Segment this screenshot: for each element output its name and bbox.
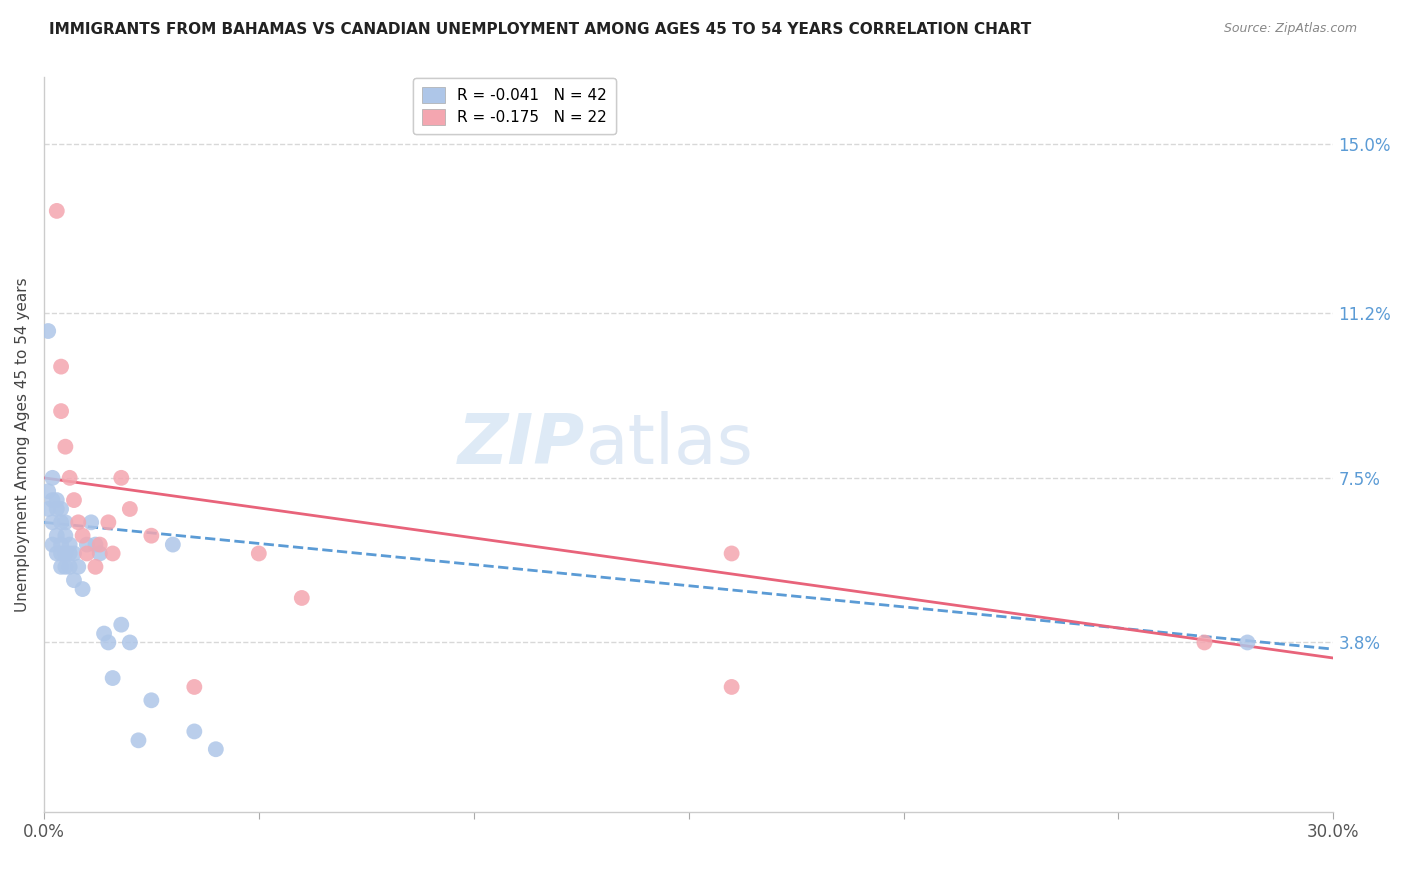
Point [49, 359, 72, 374]
Point [101, 671, 124, 685]
Point [89, 538, 111, 552]
Point [247, 546, 270, 560]
Point [63, 573, 86, 587]
Text: ZIP: ZIP [458, 411, 585, 478]
Point [45, 546, 67, 560]
Point [45, 203, 67, 218]
Point [41, 471, 63, 485]
Point [84, 538, 107, 552]
Point [55, 440, 77, 454]
Point [63, 493, 86, 508]
Point [291, 591, 314, 605]
Point [76, 538, 98, 552]
Point [67, 516, 90, 530]
Point [55, 516, 77, 530]
Point [59, 471, 82, 485]
Point [720, 546, 742, 560]
Point [49, 559, 72, 574]
Point [127, 733, 149, 747]
Point [37, 324, 59, 338]
Point [205, 742, 228, 756]
Point [49, 546, 72, 560]
Point [63, 546, 86, 560]
Point [162, 538, 184, 552]
Point [720, 680, 742, 694]
Point [49, 538, 72, 552]
Point [55, 529, 77, 543]
Text: IMMIGRANTS FROM BAHAMAS VS CANADIAN UNEMPLOYMENT AMONG AGES 45 TO 54 YEARS CORRE: IMMIGRANTS FROM BAHAMAS VS CANADIAN UNEM… [49, 22, 1032, 37]
Point [59, 546, 82, 560]
Point [101, 546, 124, 560]
Point [84, 559, 107, 574]
Point [49, 516, 72, 530]
Text: atlas: atlas [585, 411, 754, 478]
Point [183, 724, 205, 739]
Point [141, 529, 163, 543]
Point [97, 635, 120, 649]
Point [55, 559, 77, 574]
Point [89, 546, 111, 560]
Point [67, 559, 90, 574]
Point [183, 680, 205, 694]
Point [118, 635, 141, 649]
Point [72, 582, 94, 596]
Point [118, 502, 141, 516]
Point [49, 502, 72, 516]
Point [93, 626, 115, 640]
Point [97, 516, 120, 530]
Point [80, 516, 103, 530]
Point [59, 538, 82, 552]
Point [41, 493, 63, 508]
Point [59, 559, 82, 574]
Legend: R = -0.041   N = 42, R = -0.175   N = 22: R = -0.041 N = 42, R = -0.175 N = 22 [412, 78, 616, 134]
Y-axis label: Unemployment Among Ages 45 to 54 years: Unemployment Among Ages 45 to 54 years [15, 277, 30, 612]
Point [45, 493, 67, 508]
Point [1236, 635, 1258, 649]
Point [41, 538, 63, 552]
Point [49, 404, 72, 418]
Text: Source: ZipAtlas.com: Source: ZipAtlas.com [1223, 22, 1357, 36]
Point [41, 516, 63, 530]
Point [110, 471, 132, 485]
Point [45, 502, 67, 516]
Point [1194, 635, 1216, 649]
Point [37, 484, 59, 499]
Point [76, 546, 98, 560]
Point [55, 546, 77, 560]
Point [141, 693, 163, 707]
Point [37, 502, 59, 516]
Point [72, 529, 94, 543]
Point [110, 617, 132, 632]
Point [45, 529, 67, 543]
